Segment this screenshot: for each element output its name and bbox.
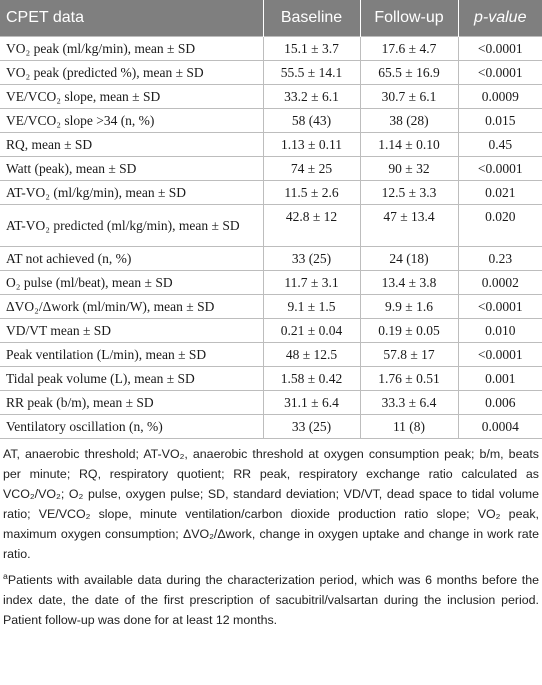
table-row: Tidal peak volume (L), mean ± SD 1.58 ± … [0, 366, 542, 391]
baseline-value: 31.1 ± 6.4 [262, 390, 361, 415]
followup-value: 65.5 ± 16.9 [359, 60, 459, 85]
footnote-marker: a [3, 571, 8, 581]
superscript-footnote: aPatients with available data during the… [0, 564, 542, 630]
row-label: VE/VCO₂ slope >34 (n, %) [0, 108, 264, 133]
footnote-text: Patients with available data during the … [3, 573, 539, 628]
baseline-value: 11.7 ± 3.1 [262, 270, 361, 295]
cpet-data-table: CPET data Baseline Follow-up p-value VO₂… [0, 0, 542, 439]
p-value: 0.021 [457, 180, 542, 205]
baseline-value: 33 (25) [262, 246, 361, 271]
p-value: <0.0001 [457, 156, 542, 181]
table-row: O₂ pulse (ml/beat), mean ± SD 11.7 ± 3.1… [0, 270, 542, 295]
row-label: VD/VT mean ± SD [0, 318, 264, 343]
followup-value: 13.4 ± 3.8 [359, 270, 459, 295]
table-row: RQ, mean ± SD 1.13 ± 0.11 1.14 ± 0.10 0.… [0, 132, 542, 157]
p-value: 0.006 [457, 390, 542, 415]
followup-value: 24 (18) [359, 246, 459, 271]
row-label: AT-VO₂ (ml/kg/min), mean ± SD [0, 180, 264, 205]
row-label: VO₂ peak (predicted %), mean ± SD [0, 60, 264, 85]
table-body: VO₂ peak (ml/kg/min), mean ± SD 15.1 ± 3… [0, 36, 542, 439]
baseline-value: 33 (25) [262, 414, 361, 439]
table-row: AT not achieved (n, %) 33 (25) 24 (18) 0… [0, 246, 542, 271]
followup-value: 1.76 ± 0.51 [359, 366, 459, 391]
row-label: AT-VO₂ predicted (ml/kg/min), mean ± SD [0, 204, 264, 247]
header-baseline: Baseline [263, 0, 361, 37]
row-label: Peak ventilation (L/min), mean ± SD [0, 342, 264, 367]
baseline-value: 55.5 ± 14.1 [262, 60, 361, 85]
p-value: 0.001 [457, 366, 542, 391]
baseline-value: 15.1 ± 3.7 [262, 36, 361, 61]
baseline-value: 33.2 ± 6.1 [262, 84, 361, 109]
table-row: ΔVO₂/Δwork (ml/min/W), mean ± SD 9.1 ± 1… [0, 294, 542, 319]
p-value: 0.45 [457, 132, 542, 157]
header-p-value: p-value [458, 0, 542, 37]
row-label: VO₂ peak (ml/kg/min), mean ± SD [0, 36, 264, 61]
table-row: AT-VO₂ predicted (ml/kg/min), mean ± SD … [0, 204, 542, 247]
baseline-value: 1.58 ± 0.42 [262, 366, 361, 391]
p-value: 0.020 [457, 204, 542, 247]
row-label: VE/VCO₂ slope, mean ± SD [0, 84, 264, 109]
row-label: Ventilatory oscillation (n, %) [0, 414, 264, 439]
baseline-value: 58 (43) [262, 108, 361, 133]
table-row: VO₂ peak (ml/kg/min), mean ± SD 15.1 ± 3… [0, 36, 542, 61]
followup-value: 11 (8) [359, 414, 459, 439]
table-row: VE/VCO₂ slope >34 (n, %) 58 (43) 38 (28)… [0, 108, 542, 133]
table-row: VD/VT mean ± SD 0.21 ± 0.04 0.19 ± 0.05 … [0, 318, 542, 343]
header-cpet-data: CPET data [0, 0, 264, 37]
followup-value: 90 ± 32 [359, 156, 459, 181]
p-value: <0.0001 [457, 342, 542, 367]
p-value: 0.010 [457, 318, 542, 343]
baseline-value: 1.13 ± 0.11 [262, 132, 361, 157]
table-row: Watt (peak), mean ± SD 74 ± 25 90 ± 32 <… [0, 156, 542, 181]
table-row: RR peak (b/m), mean ± SD 31.1 ± 6.4 33.3… [0, 390, 542, 415]
row-label: RQ, mean ± SD [0, 132, 264, 157]
table-row: VE/VCO₂ slope, mean ± SD 33.2 ± 6.1 30.7… [0, 84, 542, 109]
row-label: AT not achieved (n, %) [0, 246, 264, 271]
table-figure: CPET data Baseline Follow-up p-value VO₂… [0, 0, 542, 630]
p-value: 0.0002 [457, 270, 542, 295]
row-label: Tidal peak volume (L), mean ± SD [0, 366, 264, 391]
followup-value: 38 (28) [359, 108, 459, 133]
p-value: <0.0001 [457, 294, 542, 319]
followup-value: 12.5 ± 3.3 [359, 180, 459, 205]
baseline-value: 74 ± 25 [262, 156, 361, 181]
row-label: RR peak (b/m), mean ± SD [0, 390, 264, 415]
p-value: 0.0004 [457, 414, 542, 439]
table-row: Peak ventilation (L/min), mean ± SD 48 ±… [0, 342, 542, 367]
p-value: <0.0001 [457, 60, 542, 85]
table-row: Ventilatory oscillation (n, %) 33 (25) 1… [0, 414, 542, 439]
baseline-value: 0.21 ± 0.04 [262, 318, 361, 343]
p-value: 0.015 [457, 108, 542, 133]
header-row: CPET data Baseline Follow-up p-value [0, 0, 542, 37]
p-value: 0.23 [457, 246, 542, 271]
p-value: <0.0001 [457, 36, 542, 61]
followup-value: 9.9 ± 1.6 [359, 294, 459, 319]
followup-value: 47 ± 13.4 [359, 204, 459, 247]
table-row: VO₂ peak (predicted %), mean ± SD 55.5 ±… [0, 60, 542, 85]
followup-value: 1.14 ± 0.10 [359, 132, 459, 157]
table-row: AT-VO₂ (ml/kg/min), mean ± SD 11.5 ± 2.6… [0, 180, 542, 205]
abbreviations-footnote: AT, anaerobic threshold; AT-VO₂, anaerob… [3, 447, 539, 561]
followup-value: 33.3 ± 6.4 [359, 390, 459, 415]
row-label: O₂ pulse (ml/beat), mean ± SD [0, 270, 264, 295]
followup-value: 57.8 ± 17 [359, 342, 459, 367]
table-header: CPET data Baseline Follow-up p-value [0, 0, 542, 37]
row-label: Watt (peak), mean ± SD [0, 156, 264, 181]
followup-value: 17.6 ± 4.7 [359, 36, 459, 61]
baseline-value: 42.8 ± 12 [262, 204, 361, 247]
row-label: ΔVO₂/Δwork (ml/min/W), mean ± SD [0, 294, 264, 319]
header-follow-up: Follow-up [360, 0, 459, 37]
baseline-value: 48 ± 12.5 [262, 342, 361, 367]
baseline-value: 11.5 ± 2.6 [262, 180, 361, 205]
followup-value: 0.19 ± 0.05 [359, 318, 459, 343]
p-value: 0.0009 [457, 84, 542, 109]
followup-value: 30.7 ± 6.1 [359, 84, 459, 109]
baseline-value: 9.1 ± 1.5 [262, 294, 361, 319]
